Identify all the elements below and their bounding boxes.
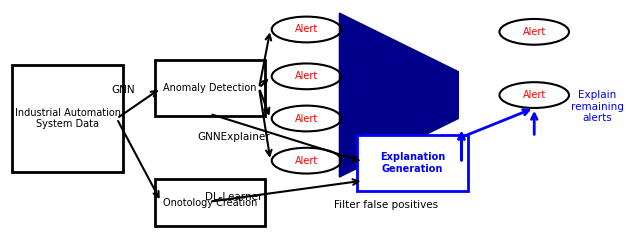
Text: Alert: Alert [523, 27, 546, 37]
Text: Alert: Alert [295, 71, 318, 81]
Text: Filter false positives: Filter false positives [333, 200, 438, 210]
Text: Industrial Automation
System Data: Industrial Automation System Data [15, 108, 121, 129]
FancyBboxPatch shape [357, 135, 468, 191]
Text: Explanation
Generation: Explanation Generation [380, 152, 445, 174]
FancyBboxPatch shape [12, 65, 123, 172]
Text: DL-Learner: DL-Learner [205, 192, 262, 202]
Text: Onotology Creation: Onotology Creation [163, 198, 257, 208]
Text: Alert: Alert [295, 156, 318, 166]
Text: GNN: GNN [111, 85, 135, 95]
Text: Anomaly Detection: Anomaly Detection [163, 83, 257, 93]
FancyBboxPatch shape [155, 60, 266, 116]
Text: Alert: Alert [523, 90, 546, 100]
Text: Alert: Alert [295, 24, 318, 35]
Text: Explain
remaining
alerts: Explain remaining alerts [571, 90, 624, 123]
FancyBboxPatch shape [155, 179, 266, 226]
Text: GNNExplainer: GNNExplainer [198, 132, 270, 142]
Polygon shape [339, 13, 458, 177]
Text: Alert: Alert [295, 114, 318, 123]
